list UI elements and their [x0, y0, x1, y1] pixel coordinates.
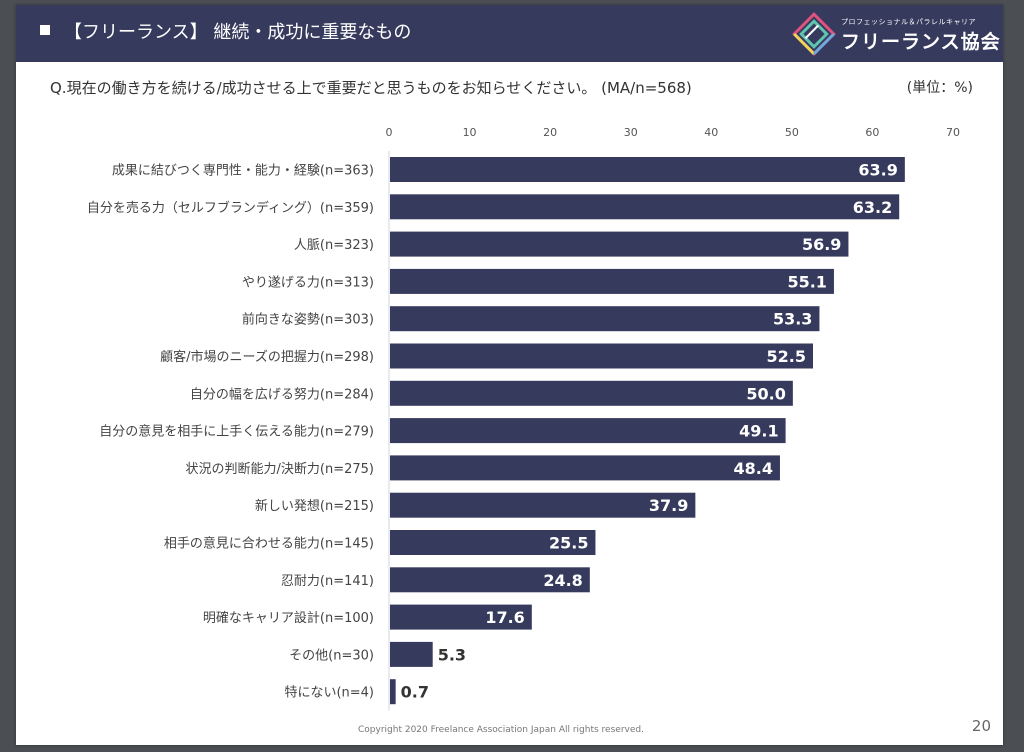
bar-row: 新しい発想(n=215) 37.9	[255, 492, 696, 518]
unit-label: (単位：%)	[906, 80, 973, 96]
value-label: 55.1	[787, 272, 826, 291]
x-tick-label: 40	[704, 126, 718, 139]
bar	[390, 530, 596, 555]
value-label: 63.2	[853, 198, 892, 217]
bar	[390, 306, 820, 332]
x-tick-label: 60	[865, 126, 879, 139]
bar-row: 状況の判断能力/決断力(n=275) 48.4	[186, 455, 780, 481]
x-tick-label: 10	[463, 126, 477, 139]
bar	[390, 343, 813, 369]
bar	[390, 492, 696, 518]
bar	[390, 567, 590, 593]
bar-row: 成果に結びつく専門性・能力・経験(n=363) 63.9	[112, 157, 905, 182]
bar	[390, 641, 433, 667]
bar	[390, 455, 780, 481]
value-label: 52.5	[767, 347, 806, 366]
value-label: 53.3	[773, 310, 812, 329]
value-label: 24.8	[543, 571, 582, 590]
bar-row: その他(n=30) 5.3	[289, 641, 466, 667]
value-label: 48.4	[733, 459, 772, 478]
bar	[390, 679, 396, 705]
bar	[390, 194, 900, 220]
category-label: 新しい発想(n=215)	[255, 498, 374, 514]
survey-question: Q.現在の働き方を続ける/成功させる上で重要だと思うものをお知らせください。 (…	[50, 79, 692, 97]
value-label: 25.5	[549, 534, 588, 553]
x-tick-label: 0	[386, 126, 393, 139]
bar-row: 顧客/市場のニーズの把握力(n=298) 52.5	[160, 343, 813, 369]
logo-subtitle: プロフェッショナル＆パラレルキャリア	[841, 18, 976, 26]
bar	[390, 231, 849, 257]
copyright-footer: Copyright 2020 Freelance Association Jap…	[358, 725, 644, 735]
category-label: 自分の意見を相手に上手く伝える能力(n=279)	[99, 424, 374, 440]
page-number: 20	[971, 717, 991, 735]
category-label: 相手の意見に合わせる能力(n=145)	[164, 536, 374, 552]
category-label: 特にない(n=4)	[284, 686, 374, 701]
bar-row: 忍耐力(n=141) 24.8	[281, 567, 590, 593]
bar-row: 相手の意見に合わせる能力(n=145) 25.5	[164, 530, 596, 555]
category-label: 忍耐力(n=141)	[281, 574, 374, 589]
bar-row: やり遂げる力(n=313) 55.1	[242, 268, 834, 294]
slide-title: 【フリーランス】 継続・成功に重要なもの	[40, 20, 411, 46]
category-label: 人脈(n=323)	[294, 238, 374, 253]
bar	[390, 157, 905, 182]
logo-mark-icon	[792, 12, 836, 56]
bar-row: 自分の意見を相手に上手く伝える能力(n=279) 49.1	[99, 418, 786, 444]
logo-name: フリーランス協会	[841, 31, 1001, 53]
value-label: 37.9	[649, 496, 688, 515]
value-label: 17.6	[485, 608, 524, 627]
bar-row: 明確なキャリア設計(n=100) 17.6	[203, 604, 532, 630]
category-label: 明確なキャリア設計(n=100)	[203, 610, 374, 626]
category-label: やり遂げる力(n=313)	[242, 275, 374, 290]
x-tick-label: 50	[785, 126, 799, 139]
bar	[390, 268, 834, 294]
bar-row: 自分を売る力（セルフブランディング）(n=359) 63.2	[87, 194, 900, 220]
value-label: 49.1	[739, 422, 778, 441]
bars: 成果に結びつく専門性・能力・経験(n=363) 63.9 自分を売る力（セルフブラン…	[87, 157, 905, 705]
category-label: 成果に結びつく専門性・能力・経験(n=363)	[112, 164, 374, 179]
bar-row: 前向きな姿勢(n=303) 53.3	[242, 306, 820, 332]
slide-title-text: 【フリーランス】 継続・成功に重要なもの	[64, 22, 412, 43]
value-label: 56.9	[802, 235, 841, 254]
category-label: その他(n=30)	[289, 648, 374, 663]
association-logo: プロフェッショナル＆パラレルキャリア フリーランス協会	[791, 11, 1000, 57]
category-label: 状況の判断能力/決断力(n=275)	[186, 462, 374, 477]
slide: 【フリーランス】 継続・成功に重要なもの プロフェッショナル＆パラレルキャリア …	[16, 5, 1003, 745]
value-label: 0.7	[401, 683, 429, 702]
x-axis-ticks: 0 10 20 30 40 50 60 70	[386, 126, 961, 139]
category-label: 顧客/市場のニーズの把握力(n=298)	[160, 349, 374, 365]
value-label: 63.9	[858, 161, 897, 180]
bar	[390, 418, 786, 444]
bar-row: 人脈(n=323) 56.9	[294, 231, 849, 257]
x-tick-label: 20	[543, 126, 557, 139]
x-tick-label: 30	[624, 126, 638, 139]
category-label: 前向きな姿勢(n=303)	[242, 312, 374, 328]
x-tick-label: 70	[946, 126, 960, 139]
header-band: 【フリーランス】 継続・成功に重要なもの プロフェッショナル＆パラレルキャリア …	[16, 5, 1003, 62]
bar	[390, 380, 793, 406]
category-label: 自分を売る力（セルフブランディング）(n=359)	[87, 200, 374, 216]
category-label: 自分の幅を広げる努力(n=284)	[190, 387, 374, 402]
square-bullet-icon	[40, 25, 50, 35]
bar-row: 特にない(n=4) 0.7	[284, 679, 429, 705]
bar-chart: 0 10 20 30 40 50 60 70 成果に結びつく専門性・能力・経験(n=363) 6…	[87, 126, 961, 711]
value-label: 50.0	[746, 384, 785, 403]
bar-row: 自分の幅を広げる努力(n=284) 50.0	[190, 380, 793, 406]
bar	[390, 604, 532, 630]
value-label: 5.3	[438, 645, 466, 664]
